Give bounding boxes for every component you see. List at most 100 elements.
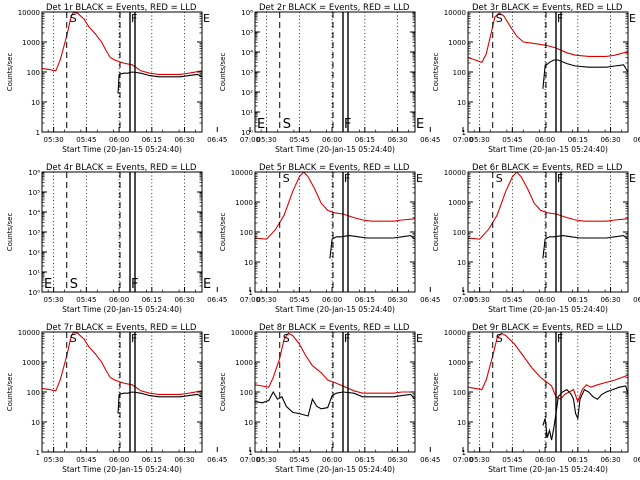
marker-label-f: F xyxy=(344,172,350,185)
chart-title: Det 1r BLACK = Events, RED = LLD xyxy=(46,3,197,13)
x-tick-label: 05:30 xyxy=(257,136,277,144)
x-tick-label: 06:45 xyxy=(207,136,227,144)
marker-label-e: E xyxy=(203,12,210,25)
chart-title: Det 3r BLACK = Events, RED = LLD xyxy=(472,3,623,13)
x-tick-label: 05:30 xyxy=(257,296,277,304)
y-tick-label: 100 xyxy=(27,389,40,397)
marker-label-e: E xyxy=(416,117,424,132)
y-tick-label: 10⁴ xyxy=(241,49,253,57)
x-tick-label: 06:00 xyxy=(109,296,129,304)
x-tick-label: 05:45 xyxy=(289,296,309,304)
chart-title: Det 8r BLACK = Events, RED = LLD xyxy=(259,323,410,333)
plot-frame xyxy=(41,11,203,133)
x-tick-label: 06:45 xyxy=(420,456,440,464)
x-tick-label: 06:45 xyxy=(207,296,227,304)
y-axis-label: Counts/sec xyxy=(219,53,227,92)
x-tick-label: 06:30 xyxy=(600,456,620,464)
events-series-line xyxy=(255,390,415,417)
x-axis-label: Start Time (20-Jan-15 05:24:40) xyxy=(488,465,608,474)
x-tick-label: 06:00 xyxy=(322,456,342,464)
marker-label-s: S xyxy=(496,172,503,185)
series-group xyxy=(42,332,202,414)
chart-title: Det 5r BLACK = Events, RED = LLD xyxy=(259,163,410,173)
events-series-line xyxy=(117,391,202,414)
y-tick-label: 10² xyxy=(28,249,40,257)
y-tick-label: 10000 xyxy=(18,9,40,17)
x-tick-label: 06:00 xyxy=(535,136,555,144)
chart-panel: S F E E Det 2r BLACK = Events, RED = LLD 10⁰ 1… xyxy=(219,3,473,154)
x-tick-label: 06:30 xyxy=(174,296,194,304)
y-tick-label: 10000 xyxy=(231,169,253,177)
x-tick-label: 05:30 xyxy=(257,456,277,464)
marker-label-s: S xyxy=(70,332,77,345)
y-tick-label: 10⁵ xyxy=(241,29,253,37)
y-tick-label: 1 xyxy=(462,289,466,297)
marker-label-e-left: E xyxy=(44,277,52,292)
y-axis-label: Counts/sec xyxy=(432,373,440,412)
y-tick-label: 10000 xyxy=(444,169,466,177)
lld-series-line xyxy=(468,12,628,64)
lld-series-line xyxy=(468,172,628,240)
y-tick-label: 10 xyxy=(31,419,40,427)
x-tick-label: 06:00 xyxy=(535,296,555,304)
x-tick-label: 05:30 xyxy=(470,296,490,304)
lld-series-line xyxy=(42,12,202,75)
marker-label-e: E xyxy=(629,12,636,25)
y-axis-label: Counts/sec xyxy=(6,53,14,92)
chart-title: Det 6r BLACK = Events, RED = LLD xyxy=(472,163,623,173)
marker-label-f: F xyxy=(131,277,138,292)
chart-panel: S F E Det 9r BLACK = Events, RED = LLD 1 10 10… xyxy=(432,323,640,474)
plot-frame xyxy=(467,171,629,293)
x-tick-label: 05:45 xyxy=(289,456,309,464)
y-tick-label: 100 xyxy=(240,389,253,397)
y-tick-label: 1000 xyxy=(22,39,40,47)
y-tick-label: 10² xyxy=(241,89,253,97)
x-axis-label: Start Time (20-Jan-15 05:24:40) xyxy=(275,305,395,314)
x-tick-label: 05:45 xyxy=(502,136,522,144)
y-axis-label: Counts/sec xyxy=(432,53,440,92)
y-tick-label: 10000 xyxy=(444,9,466,17)
x-tick-label: 06:15 xyxy=(355,136,375,144)
x-axis-label: Start Time (20-Jan-15 05:24:40) xyxy=(62,145,182,154)
plot-frame xyxy=(254,171,416,293)
x-tick-label: 06:15 xyxy=(568,296,588,304)
marker-label-f: F xyxy=(557,172,563,185)
x-tick-label: 06:45 xyxy=(633,456,640,464)
y-tick-label: 1 xyxy=(249,289,253,297)
chart-panel: S F E Det 1r BLACK = Events, RED = LLD 1 10 10… xyxy=(6,3,260,154)
y-tick-label: 1000 xyxy=(235,199,253,207)
x-axis-label: Start Time (20-Jan-15 05:24:40) xyxy=(275,145,395,154)
x-tick-label: 05:45 xyxy=(76,136,96,144)
x-tick-label: 06:45 xyxy=(633,136,640,144)
chart-panel: S F E Det 6r BLACK = Events, RED = LLD 1 10 10… xyxy=(432,163,640,314)
y-tick-label: 10⁵ xyxy=(28,189,40,197)
x-tick-label: 06:30 xyxy=(387,136,407,144)
x-tick-label: 07:00 xyxy=(453,136,473,144)
x-tick-label: 07:00 xyxy=(240,136,260,144)
x-tick-label: 07:00 xyxy=(240,456,260,464)
x-tick-label: 06:15 xyxy=(568,136,588,144)
y-tick-label: 100 xyxy=(453,389,466,397)
x-tick-label: 05:30 xyxy=(44,136,64,144)
chart-title: Det 4r BLACK = Events, RED = LLD xyxy=(46,163,197,173)
x-tick-label: 06:45 xyxy=(420,136,440,144)
y-tick-label: 1000 xyxy=(448,359,466,367)
lld-series-line xyxy=(42,332,202,395)
y-tick-label: 10 xyxy=(457,259,466,267)
marker-label-f: F xyxy=(557,12,563,25)
marker-label-e-left: E xyxy=(257,117,265,132)
y-tick-label: 10³ xyxy=(241,69,253,77)
x-tick-label: 06:45 xyxy=(633,296,640,304)
y-tick-label: 10000 xyxy=(231,329,253,337)
series-group xyxy=(468,332,628,441)
y-tick-label: 10⁶ xyxy=(28,169,40,177)
series-group xyxy=(468,172,628,259)
marker-label-s: S xyxy=(70,12,77,25)
plot-frame xyxy=(254,11,416,133)
y-tick-label: 10 xyxy=(244,419,253,427)
chart-panel: S F E E Det 4r BLACK = Events, RED = LLD 10⁰ 1… xyxy=(6,163,260,314)
y-tick-label: 100 xyxy=(453,69,466,77)
x-tick-label: 06:45 xyxy=(420,296,440,304)
x-tick-label: 07:00 xyxy=(240,296,260,304)
